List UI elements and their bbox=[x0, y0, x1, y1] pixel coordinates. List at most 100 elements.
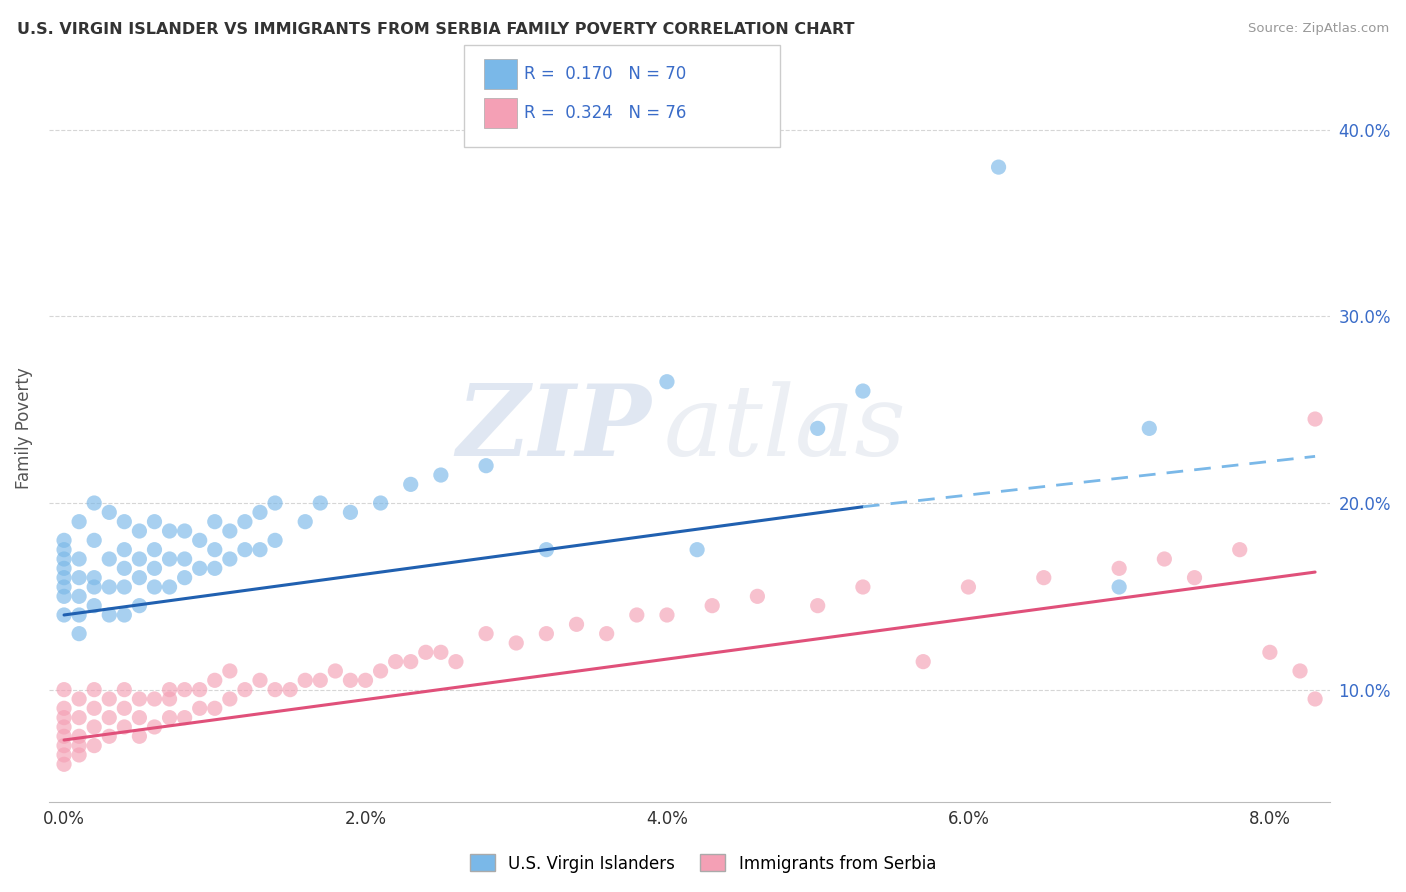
Point bbox=[807, 421, 830, 435]
Point bbox=[1153, 552, 1175, 566]
Point bbox=[83, 701, 105, 715]
Point bbox=[53, 701, 76, 715]
Point bbox=[98, 711, 121, 725]
Point bbox=[957, 580, 980, 594]
Point bbox=[53, 542, 76, 557]
Point bbox=[852, 580, 875, 594]
Point bbox=[354, 673, 377, 688]
Point bbox=[98, 552, 121, 566]
Point bbox=[67, 515, 90, 529]
Point bbox=[475, 458, 498, 473]
Point bbox=[1108, 580, 1130, 594]
Point bbox=[309, 496, 332, 510]
Point bbox=[430, 645, 453, 659]
Point bbox=[249, 542, 271, 557]
Point bbox=[112, 720, 135, 734]
Text: R =  0.170   N = 70: R = 0.170 N = 70 bbox=[524, 65, 686, 83]
Point bbox=[1032, 571, 1054, 585]
Point bbox=[218, 692, 240, 706]
Point bbox=[53, 682, 76, 697]
Point bbox=[702, 599, 724, 613]
Text: R =  0.324   N = 76: R = 0.324 N = 76 bbox=[524, 104, 686, 122]
Point bbox=[249, 673, 271, 688]
Point bbox=[67, 692, 90, 706]
Point bbox=[128, 692, 150, 706]
Point bbox=[159, 552, 181, 566]
Point bbox=[159, 711, 181, 725]
Point bbox=[67, 590, 90, 604]
Point bbox=[67, 729, 90, 743]
Point bbox=[67, 552, 90, 566]
Point bbox=[188, 701, 211, 715]
Point bbox=[204, 515, 226, 529]
Point bbox=[218, 552, 240, 566]
Point bbox=[1137, 421, 1160, 435]
Point bbox=[370, 496, 392, 510]
Point bbox=[1258, 645, 1281, 659]
Point bbox=[83, 496, 105, 510]
Point bbox=[159, 524, 181, 538]
Point bbox=[309, 673, 332, 688]
Point bbox=[143, 542, 166, 557]
Point bbox=[173, 524, 195, 538]
Point bbox=[325, 664, 347, 678]
Point bbox=[1184, 571, 1206, 585]
Point bbox=[143, 720, 166, 734]
Point bbox=[204, 561, 226, 575]
Point bbox=[128, 571, 150, 585]
Y-axis label: Family Poverty: Family Poverty bbox=[15, 368, 32, 489]
Point bbox=[83, 599, 105, 613]
Point bbox=[1289, 664, 1312, 678]
Point bbox=[83, 720, 105, 734]
Point bbox=[626, 607, 648, 622]
Point bbox=[143, 692, 166, 706]
Point bbox=[128, 599, 150, 613]
Point bbox=[159, 580, 181, 594]
Point bbox=[264, 496, 287, 510]
Point bbox=[294, 673, 316, 688]
Point bbox=[249, 505, 271, 519]
Point bbox=[53, 711, 76, 725]
Point bbox=[67, 607, 90, 622]
Point bbox=[852, 384, 875, 398]
Point bbox=[83, 533, 105, 548]
Point bbox=[173, 552, 195, 566]
Text: Source: ZipAtlas.com: Source: ZipAtlas.com bbox=[1249, 22, 1389, 36]
Point bbox=[233, 542, 256, 557]
Point bbox=[112, 561, 135, 575]
Point bbox=[218, 664, 240, 678]
Point bbox=[173, 682, 195, 697]
Point bbox=[128, 711, 150, 725]
Point bbox=[204, 673, 226, 688]
Point bbox=[1229, 542, 1251, 557]
Point bbox=[159, 682, 181, 697]
Point bbox=[83, 580, 105, 594]
Point bbox=[204, 542, 226, 557]
Point bbox=[53, 552, 76, 566]
Text: U.S. VIRGIN ISLANDER VS IMMIGRANTS FROM SERBIA FAMILY POVERTY CORRELATION CHART: U.S. VIRGIN ISLANDER VS IMMIGRANTS FROM … bbox=[17, 22, 855, 37]
Text: ZIP: ZIP bbox=[456, 380, 651, 476]
Point bbox=[686, 542, 709, 557]
Point bbox=[53, 533, 76, 548]
Point bbox=[112, 542, 135, 557]
Point bbox=[233, 682, 256, 697]
Point bbox=[98, 580, 121, 594]
Point bbox=[112, 607, 135, 622]
Point bbox=[53, 571, 76, 585]
Point bbox=[143, 580, 166, 594]
Point bbox=[987, 160, 1010, 174]
Point bbox=[1108, 561, 1130, 575]
Point bbox=[67, 571, 90, 585]
Point bbox=[53, 561, 76, 575]
Point bbox=[112, 701, 135, 715]
Point bbox=[128, 524, 150, 538]
Point bbox=[112, 682, 135, 697]
Point bbox=[83, 682, 105, 697]
Point bbox=[159, 692, 181, 706]
Point bbox=[278, 682, 301, 697]
Point bbox=[399, 477, 422, 491]
Point bbox=[98, 505, 121, 519]
Point bbox=[384, 655, 406, 669]
Point bbox=[53, 757, 76, 772]
Point bbox=[83, 571, 105, 585]
